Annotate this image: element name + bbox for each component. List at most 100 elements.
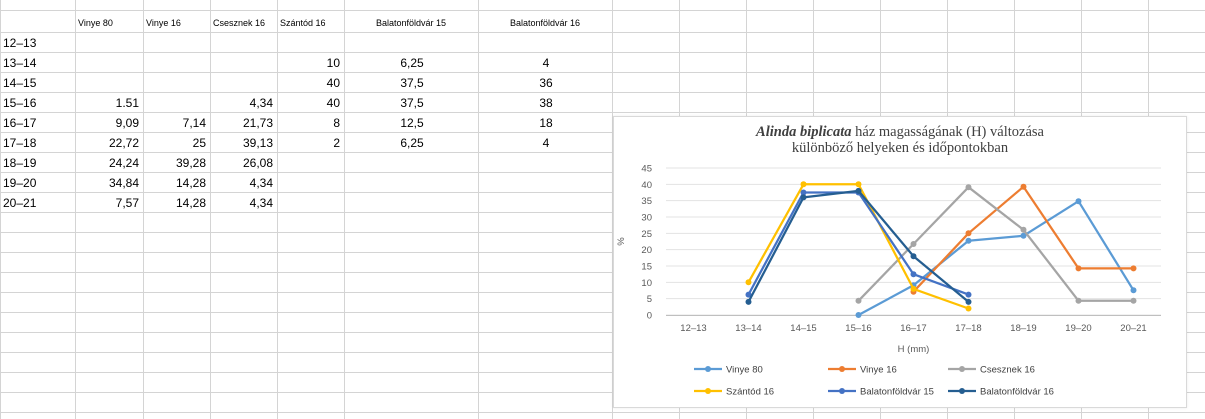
- data-cell[interactable]: 36: [539, 76, 553, 90]
- column-header[interactable]: Balatonföldvár 15: [376, 18, 446, 28]
- row-label-cell[interactable]: 13–14: [3, 56, 37, 70]
- data-point[interactable]: [800, 181, 807, 188]
- x-tick-label: 17–18: [955, 323, 981, 334]
- data-cell[interactable]: 4: [543, 136, 550, 150]
- data-cell[interactable]: 40: [327, 96, 341, 110]
- data-point[interactable]: [965, 298, 972, 305]
- data-cell[interactable]: 8: [333, 116, 340, 130]
- legend-label[interactable]: Szántód 16: [726, 387, 774, 398]
- data-cell[interactable]: 26,08: [243, 156, 273, 170]
- data-cell[interactable]: 25: [193, 136, 207, 150]
- data-cell[interactable]: 2: [333, 136, 340, 150]
- data-point[interactable]: [1075, 265, 1082, 272]
- data-point[interactable]: [1075, 297, 1082, 304]
- y-tick-label: 35: [641, 196, 652, 207]
- legend-label[interactable]: Balatonföldvár 15: [860, 387, 934, 398]
- data-point[interactable]: [1130, 287, 1137, 294]
- data-cell[interactable]: 34,84: [109, 176, 139, 190]
- data-cell[interactable]: 14,28: [176, 196, 206, 210]
- data-cell[interactable]: 39,28: [176, 156, 206, 170]
- chart-title: Alinda biplicata ház magasságának (H) vá…: [614, 124, 1186, 156]
- data-cell[interactable]: 18: [539, 116, 553, 130]
- data-cell[interactable]: 4: [543, 56, 550, 70]
- legend-label[interactable]: Balatonföldvár 16: [980, 387, 1054, 398]
- chart[interactable]: Alinda biplicata ház magasságának (H) vá…: [613, 116, 1187, 408]
- series-line[interactable]: [857, 186, 1134, 302]
- data-point[interactable]: [855, 297, 862, 304]
- y-tick-label: 15: [641, 262, 652, 273]
- data-cell[interactable]: 21,73: [243, 116, 273, 130]
- data-point[interactable]: [745, 298, 752, 305]
- x-tick-label: 12–13: [680, 323, 706, 334]
- data-cell[interactable]: 4,34: [250, 96, 274, 110]
- data-point[interactable]: [745, 291, 752, 298]
- y-tick-label: 45: [641, 164, 652, 175]
- column-header[interactable]: Vinye 16: [146, 18, 181, 28]
- data-point[interactable]: [1075, 198, 1082, 205]
- series-line[interactable]: [857, 200, 1135, 316]
- row-label-cell[interactable]: 14–15: [3, 76, 37, 90]
- row-label-cell[interactable]: 17–18: [3, 136, 37, 150]
- data-point[interactable]: [800, 194, 807, 201]
- data-point[interactable]: [965, 291, 972, 298]
- data-cell[interactable]: 7,14: [183, 116, 207, 130]
- row-label-cell[interactable]: 18–19: [3, 156, 37, 170]
- data-point[interactable]: [1130, 265, 1137, 272]
- data-cell[interactable]: 4,34: [250, 196, 274, 210]
- data-cell[interactable]: 6,25: [400, 136, 424, 150]
- data-cell[interactable]: 9,09: [116, 116, 140, 130]
- data-cell[interactable]: 4,34: [250, 176, 274, 190]
- legend-label[interactable]: Vinye 16: [860, 365, 897, 376]
- data-cell[interactable]: 14,28: [176, 176, 206, 190]
- data-point[interactable]: [1020, 232, 1027, 239]
- data-point[interactable]: [910, 253, 917, 260]
- data-point[interactable]: [855, 312, 862, 318]
- y-tick-label: 10: [641, 278, 652, 289]
- y-tick-label: 0: [647, 311, 652, 322]
- data-cell[interactable]: 24,24: [109, 156, 139, 170]
- data-point[interactable]: [855, 181, 862, 188]
- data-point[interactable]: [745, 279, 752, 286]
- data-point[interactable]: [965, 305, 972, 312]
- data-point[interactable]: [910, 271, 917, 278]
- data-cell[interactable]: 7,57: [116, 196, 140, 210]
- data-cell[interactable]: 38: [539, 96, 553, 110]
- data-cell[interactable]: 6,25: [400, 56, 424, 70]
- y-tick-label: 40: [641, 180, 652, 191]
- data-point[interactable]: [910, 285, 917, 292]
- data-cell[interactable]: 39,13: [243, 136, 273, 150]
- legend-label[interactable]: Vinye 80: [726, 365, 763, 376]
- series-line[interactable]: [747, 183, 969, 310]
- series-line[interactable]: [747, 189, 970, 303]
- series-line[interactable]: [747, 191, 969, 296]
- data-point[interactable]: [910, 241, 917, 247]
- data-cell[interactable]: 40: [327, 76, 341, 90]
- column-header[interactable]: Szántód 16: [280, 18, 326, 28]
- column-header[interactable]: Csesznek 16: [213, 18, 265, 28]
- data-cell[interactable]: 1.51: [116, 96, 140, 110]
- data-cell[interactable]: 37,5: [400, 96, 424, 110]
- data-cell[interactable]: 12,5: [400, 116, 424, 130]
- data-point[interactable]: [1020, 183, 1027, 190]
- series-line[interactable]: [912, 185, 1134, 293]
- row-label-cell[interactable]: 20–21: [3, 196, 37, 210]
- data-cell[interactable]: 22,72: [109, 136, 139, 150]
- column-header[interactable]: Vinye 80: [78, 18, 113, 28]
- row-label-cell[interactable]: 16–17: [3, 116, 37, 130]
- x-tick-label: 19–20: [1065, 323, 1091, 334]
- row-label-cell[interactable]: 19–20: [3, 176, 37, 190]
- row-label-cell[interactable]: 12–13: [3, 36, 37, 50]
- data-point[interactable]: [1020, 226, 1027, 233]
- row-label-cell[interactable]: 15–16: [3, 96, 37, 110]
- data-cell[interactable]: 10: [327, 56, 341, 70]
- data-point[interactable]: [965, 184, 972, 191]
- legend-label[interactable]: Csesznek 16: [980, 365, 1035, 376]
- data-point[interactable]: [965, 230, 972, 237]
- column-header[interactable]: Balatonföldvár 16: [510, 18, 580, 28]
- legend-marker: [839, 388, 845, 394]
- data-point[interactable]: [855, 187, 862, 194]
- data-cell[interactable]: 37,5: [400, 76, 424, 90]
- data-point[interactable]: [965, 237, 972, 244]
- data-point[interactable]: [1130, 297, 1137, 304]
- data-point[interactable]: [800, 189, 807, 196]
